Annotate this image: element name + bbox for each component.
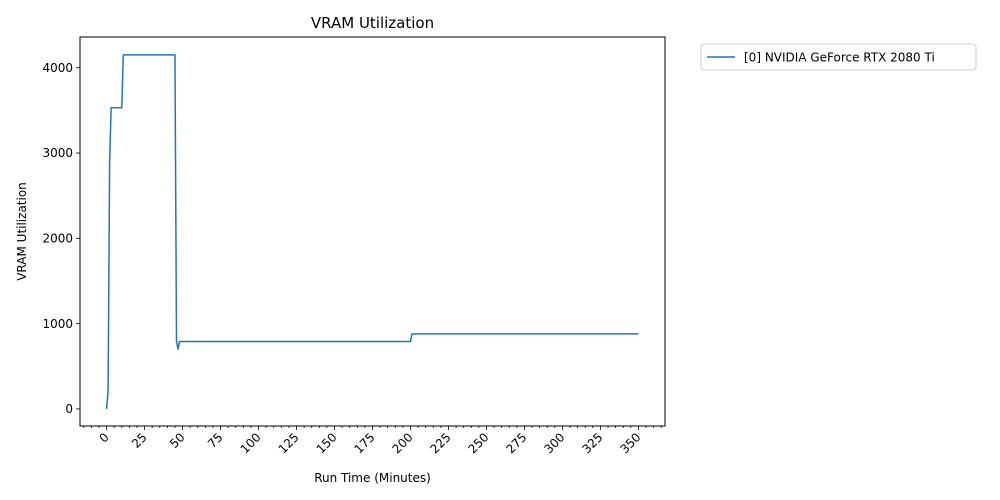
series-line-0 <box>105 54 639 410</box>
x-axis-label: Run Time (Minutes) <box>314 471 431 485</box>
legend: [0] NVIDIA GeForce RTX 2080 Ti <box>700 43 977 71</box>
chart-title: VRAM Utilization <box>311 14 434 32</box>
y-tick-label: 3000 <box>42 146 73 160</box>
y-tick-label: 4000 <box>42 61 73 75</box>
legend-box <box>700 43 977 71</box>
y-axis: 0 1000 2000 3000 4000 <box>42 61 80 416</box>
y-tick-label: 0 <box>65 402 73 416</box>
series-layer <box>105 54 639 410</box>
y-axis-label: VRAM Utilization <box>15 182 29 281</box>
y-tick-label: 1000 <box>42 317 73 331</box>
y-tick-label: 2000 <box>42 232 73 246</box>
legend-label-series-0: [0] NVIDIA GeForce RTX 2080 Ti <box>744 51 935 65</box>
